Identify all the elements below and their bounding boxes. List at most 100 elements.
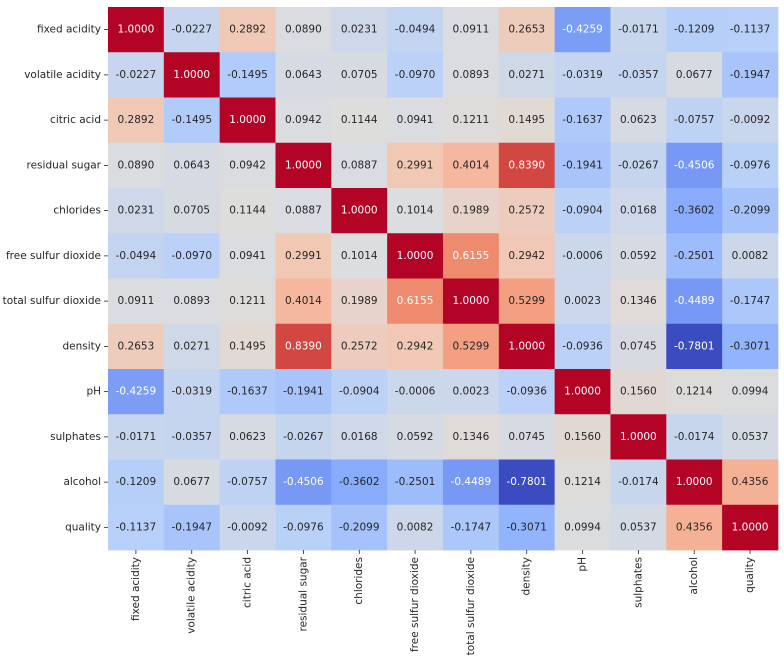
heatmap-cell [498,414,556,460]
heatmap-cell [666,278,723,325]
cell-value-label: 0.0623 [620,114,657,126]
heatmap-cell [442,504,500,551]
heatmap-cell [722,52,779,98]
cell-value-label: 0.1989 [341,295,378,307]
heatmap-cell [108,52,165,98]
heatmap-cell [219,233,276,279]
heatmap-cell [554,323,611,370]
cell-value-label: 0.0942 [285,114,322,126]
heatmap-cell [666,233,723,279]
cell-value-label: 0.0168 [620,205,657,217]
heatmap-cell [275,504,332,551]
heatmap-cell [554,188,611,234]
x-tick-label: citric acid [242,557,254,608]
heatmap-cell [387,414,444,460]
heatmap-cells [108,7,779,551]
heatmap-cell [722,233,779,279]
cell-value-label: -0.0904 [562,205,603,217]
heatmap-cell [275,97,332,144]
cell-value-label: -0.0171 [116,431,157,443]
heatmap-cell [163,504,221,551]
heatmap-cell [163,7,221,53]
heatmap-cell [331,504,388,551]
heatmap-cell [442,52,500,98]
cell-value-label: 0.0911 [453,24,490,36]
y-tick-label: total sulfur dioxide [3,295,101,307]
heatmap-cell [219,278,276,325]
heatmap-cell [442,233,500,279]
heatmap-cell [610,278,667,325]
heatmap-cell [442,7,500,53]
heatmap-cell [387,233,444,279]
heatmap-cell [554,233,611,279]
cell-value-label: 0.2892 [229,24,266,36]
y-tick-label: pH [86,386,101,398]
heatmap-cell [610,233,667,279]
cell-value-label: -0.3602 [674,205,715,217]
cell-value-label: 0.2653 [508,24,545,36]
heatmap-cell [554,7,611,53]
cell-value-label: 0.0168 [341,431,378,443]
cell-value-label: -0.0357 [618,69,659,81]
heatmap-cell [331,52,388,98]
x-tick-label: chlorides [353,557,365,605]
heatmap-cell [219,459,276,506]
cell-value-label: 1.0000 [453,295,490,307]
heatmap-cell [387,142,444,189]
heatmap-cell [442,369,500,415]
cell-value-label: -0.1637 [562,114,603,126]
cell-value-label: -0.3071 [506,521,547,533]
heatmap-cell [163,97,221,144]
heatmap-cell [610,97,667,144]
cell-value-label: 0.1214 [564,476,601,488]
cell-value-label: 0.2991 [397,159,434,171]
heatmap-cell [722,188,779,234]
cell-value-label: 0.1144 [341,114,378,126]
heatmap-cell [275,188,332,234]
heatmap-cell [108,97,165,144]
heatmap-cell [387,7,444,53]
cell-value-label: 0.0893 [453,69,490,81]
heatmap-cell [498,142,556,189]
heatmap-cell [275,233,332,279]
cell-value-label: 0.2942 [397,340,434,352]
cell-value-label: -0.0976 [283,521,324,533]
heatmap-cell [163,369,221,415]
heatmap-cell [219,369,276,415]
cell-value-label: 0.1346 [453,431,490,443]
cell-value-label: -0.1947 [171,521,212,533]
cell-value-label: 0.4356 [732,476,769,488]
cell-value-label: -0.0976 [730,159,771,171]
cell-value-label: -0.4259 [562,24,603,36]
heatmap-cell [108,459,165,506]
y-tick-label: chlorides [53,205,101,217]
heatmap-cell [108,7,165,53]
cell-value-label: 1.0000 [118,24,155,36]
heatmap-cell [331,278,388,325]
cell-value-label: 0.0643 [173,159,210,171]
heatmap-cell [108,504,165,551]
cell-value-label: -0.1747 [730,295,771,307]
heatmap-cell [610,504,667,551]
x-tick-label: fixed acidity [130,557,142,621]
x-axis-tick-labels: fixed acidity volatile acidity citric acid… [130,550,756,655]
heatmap-cell [275,459,332,506]
y-axis-tick-labels: fixed acidity volatile acidity citric acid… [3,24,108,533]
heatmap-cell [331,459,388,506]
cell-value-label: 0.0082 [732,250,769,262]
heatmap-cell-labels: 1.0000 -0.0227 0.2892 0.0890 0.0231 -0.0494 0.… [116,24,771,534]
cell-value-label: -0.3071 [730,340,771,352]
x-tick-label: quality [744,557,756,593]
y-tick-label: free sulfur dioxide [6,250,101,262]
cell-value-label: -0.4506 [674,159,715,171]
cell-value-label: 0.0623 [229,431,266,443]
y-tick-label: sulphates [50,431,101,443]
heatmap-cell [275,7,332,53]
cell-value-label: 0.0994 [564,521,601,533]
cell-value-label: -0.1941 [283,386,324,398]
heatmap-cell [108,414,165,460]
cell-value-label: 0.0537 [620,521,657,533]
heatmap-cell [219,52,276,98]
cell-value-label: 0.0745 [620,340,657,352]
cell-value-label: 0.0271 [173,340,210,352]
